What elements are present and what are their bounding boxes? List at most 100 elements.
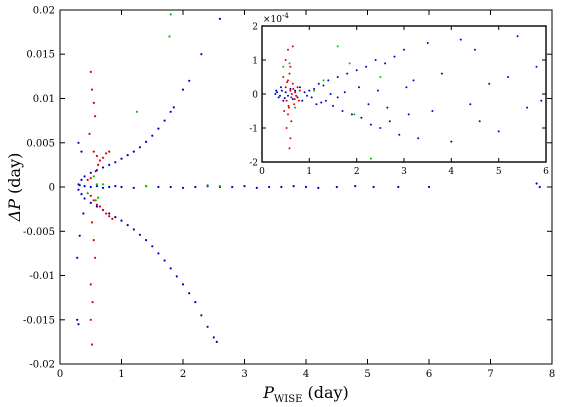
- main-point-s2-5: [97, 196, 100, 199]
- inset-point-s2-1: [348, 62, 351, 65]
- main-y-tick-label-3: -0.005: [23, 227, 55, 238]
- inset-point-s1-8: [294, 91, 297, 94]
- main-point-s2-9: [218, 185, 221, 188]
- x-axis-label-unit: (day): [302, 383, 348, 402]
- inset-point-s0-41: [417, 137, 420, 140]
- inset-point-s1-18: [291, 45, 294, 48]
- inset-point-s2-4: [353, 113, 356, 116]
- main-data-points: [76, 13, 541, 346]
- main-point-s1-17: [95, 203, 98, 206]
- inset-point-s1-29: [287, 104, 290, 107]
- main-point-s0-74: [535, 182, 538, 185]
- inset-point-s0-40: [412, 79, 415, 82]
- main-y-tick-labels: -0.02 -0.015 -0.01 -0.005 0 0.005 0.01 0.015 0.0…: [23, 6, 55, 371]
- main-point-s0-37: [175, 275, 178, 278]
- inset-point-s0-5: [287, 94, 289, 97]
- main-point-s2-0: [169, 13, 172, 16]
- inset-point-s0-11: [301, 99, 304, 102]
- inset-point-s0-24: [336, 76, 339, 78]
- main-point-s0-19: [188, 79, 191, 82]
- main-x-tick-label-3: 3: [241, 369, 247, 380]
- inset-point-s1-25: [290, 93, 293, 95]
- main-x-tick-labels: 0 1 2 3 4 5 6 7 8: [57, 369, 555, 380]
- main-x-tick-label-8: 8: [549, 369, 555, 380]
- main-point-s0-41: [200, 314, 203, 317]
- main-ticks: [59, 9, 553, 365]
- inset-point-s1-5: [290, 96, 293, 99]
- main-point-s0-83: [218, 17, 221, 20]
- main-point-s0-55: [157, 185, 160, 189]
- main-point-s0-65: [280, 185, 283, 189]
- main-point-s1-24: [92, 239, 95, 242]
- main-point-s0-7: [114, 161, 117, 164]
- main-point-s0-79: [76, 318, 79, 321]
- inset-y-tick-label-1: -1: [249, 125, 258, 135]
- main-point-s0-33: [151, 245, 154, 248]
- inset-point-s0-37: [398, 133, 401, 136]
- main-x-tick-label-0: 0: [57, 369, 63, 380]
- main-point-s0-81: [80, 150, 83, 153]
- main-point-s1-22: [111, 217, 114, 220]
- main-point-s1-13: [89, 177, 92, 180]
- inset-point-s1-12: [289, 65, 292, 68]
- inset-point-s0-46: [459, 38, 462, 41]
- inset-data-points: [274, 35, 543, 160]
- inset-point-s0-9: [296, 96, 299, 99]
- main-point-s0-13: [151, 134, 154, 137]
- inset-point-s0-62: [377, 89, 379, 92]
- main-point-s0-31: [138, 233, 141, 236]
- inset-point-s0-43: [431, 110, 434, 112]
- inset-point-s0-13: [306, 94, 308, 97]
- main-point-s0-29: [126, 224, 129, 227]
- inset-point-s0-39: [407, 113, 410, 116]
- main-point-s1-28: [89, 318, 92, 321]
- main-point-s2-1: [168, 35, 171, 38]
- main-x-tick-label-7: 7: [487, 369, 493, 380]
- inset-ticks: [261, 25, 547, 163]
- main-point-s0-22: [83, 197, 86, 200]
- inset-y-scale-label: ×10-4: [263, 12, 289, 25]
- main-point-s0-12: [145, 140, 148, 143]
- main-x-tick-label-2: 2: [180, 369, 186, 380]
- main-point-s2-2: [135, 110, 138, 113]
- main-point-s0-16: [169, 110, 172, 113]
- main-point-s0-76: [77, 141, 80, 144]
- main-point-s0-69: [335, 185, 338, 189]
- main-point-s0-38: [181, 283, 185, 286]
- inset-point-s1-26: [292, 87, 295, 90]
- main-point-s1-29: [90, 343, 94, 346]
- inset-point-s0-3: [282, 99, 285, 102]
- main-point-s0-56: [169, 185, 172, 189]
- main-point-s0-72: [397, 185, 400, 189]
- inset-point-s2-6: [294, 106, 297, 109]
- main-point-s0-43: [212, 336, 215, 339]
- inset-point-s2-5: [288, 62, 291, 65]
- inset-point-s0-25: [341, 110, 344, 112]
- inset-point-s1-9: [295, 94, 298, 97]
- inset-y-scale-base: ×10: [263, 15, 282, 25]
- inset-point-s0-64: [405, 86, 408, 89]
- inset-point-s0-66: [276, 91, 279, 94]
- inset-point-s0-14: [308, 89, 311, 92]
- main-point-s0-80: [77, 323, 80, 326]
- inset-point-s1-14: [284, 59, 287, 61]
- main-point-s1-8: [98, 159, 102, 162]
- inset-y-tick-label-3: 1: [252, 57, 258, 67]
- main-x-tick-label-6: 6: [426, 369, 432, 380]
- inset-point-s0-28: [355, 69, 358, 72]
- main-point-s0-20: [77, 188, 80, 191]
- inset-point-s0-23: [332, 104, 334, 107]
- main-point-s0-50: [108, 185, 111, 189]
- main-point-s1-16: [92, 199, 95, 202]
- inset-point-s0-15: [310, 96, 313, 99]
- inset-point-s1-27: [293, 98, 296, 101]
- main-point-s0-49: [101, 186, 105, 189]
- inset-y-scale-exponent: -4: [282, 12, 289, 20]
- main-point-s1-10: [105, 152, 108, 155]
- main-point-s1-3: [94, 115, 97, 118]
- main-point-s0-14: [157, 127, 160, 130]
- inset-point-s0-45: [450, 140, 453, 143]
- inset-point-s2-3: [369, 157, 372, 160]
- inset-point-s0-50: [488, 82, 491, 85]
- inset-point-s0-55: [535, 65, 538, 68]
